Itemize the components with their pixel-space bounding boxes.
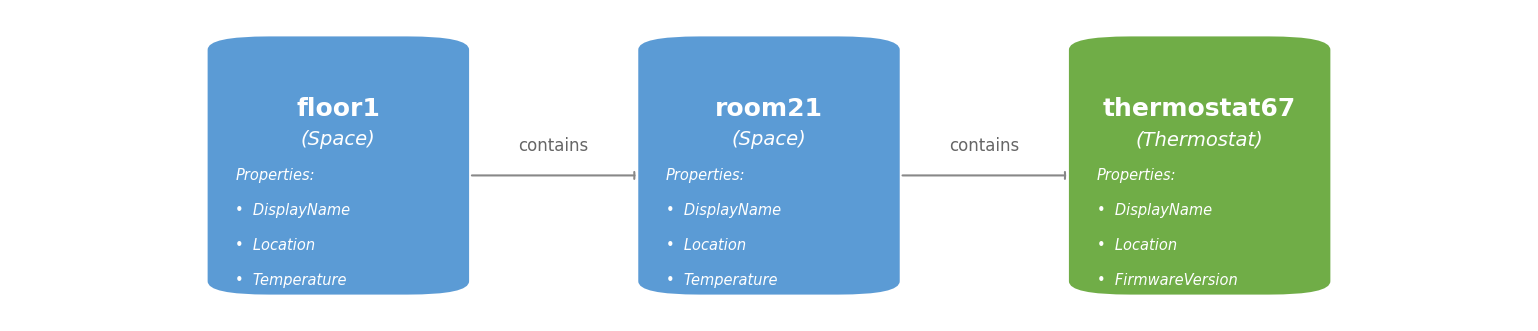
Text: Properties:: Properties: — [1097, 168, 1177, 183]
Text: Properties:: Properties: — [666, 168, 746, 183]
FancyBboxPatch shape — [638, 36, 900, 295]
Text: •  Location: • Location — [235, 238, 315, 253]
Text: (Space): (Space) — [732, 130, 806, 149]
Text: •  Temperature: • Temperature — [666, 273, 777, 288]
Text: floor1: floor1 — [297, 97, 380, 121]
Text: contains: contains — [949, 137, 1020, 155]
Text: •  ComfortIndex: • ComfortIndex — [666, 308, 784, 323]
Text: •  DisplayName: • DisplayName — [1097, 203, 1212, 218]
Text: contains: contains — [518, 137, 589, 155]
Text: •  ComfortIndex: • ComfortIndex — [235, 308, 354, 323]
FancyBboxPatch shape — [1069, 36, 1330, 295]
Text: (Space): (Space) — [301, 130, 375, 149]
Text: room21: room21 — [715, 97, 823, 121]
Text: •  DisplayName: • DisplayName — [235, 203, 351, 218]
Text: Properties:: Properties: — [235, 168, 315, 183]
Text: thermostat67: thermostat67 — [1103, 97, 1297, 121]
Text: •  DisplayName: • DisplayName — [666, 203, 781, 218]
Text: •  Location: • Location — [666, 238, 746, 253]
FancyBboxPatch shape — [208, 36, 469, 295]
Text: •  FirmwareVersion: • FirmwareVersion — [1097, 273, 1238, 288]
Text: •  Temperature: • Temperature — [235, 273, 346, 288]
Text: (Thermostat): (Thermostat) — [1135, 130, 1264, 149]
Text: •  Location: • Location — [1097, 238, 1177, 253]
Text: •  Temperature: • Temperature — [1097, 308, 1207, 323]
